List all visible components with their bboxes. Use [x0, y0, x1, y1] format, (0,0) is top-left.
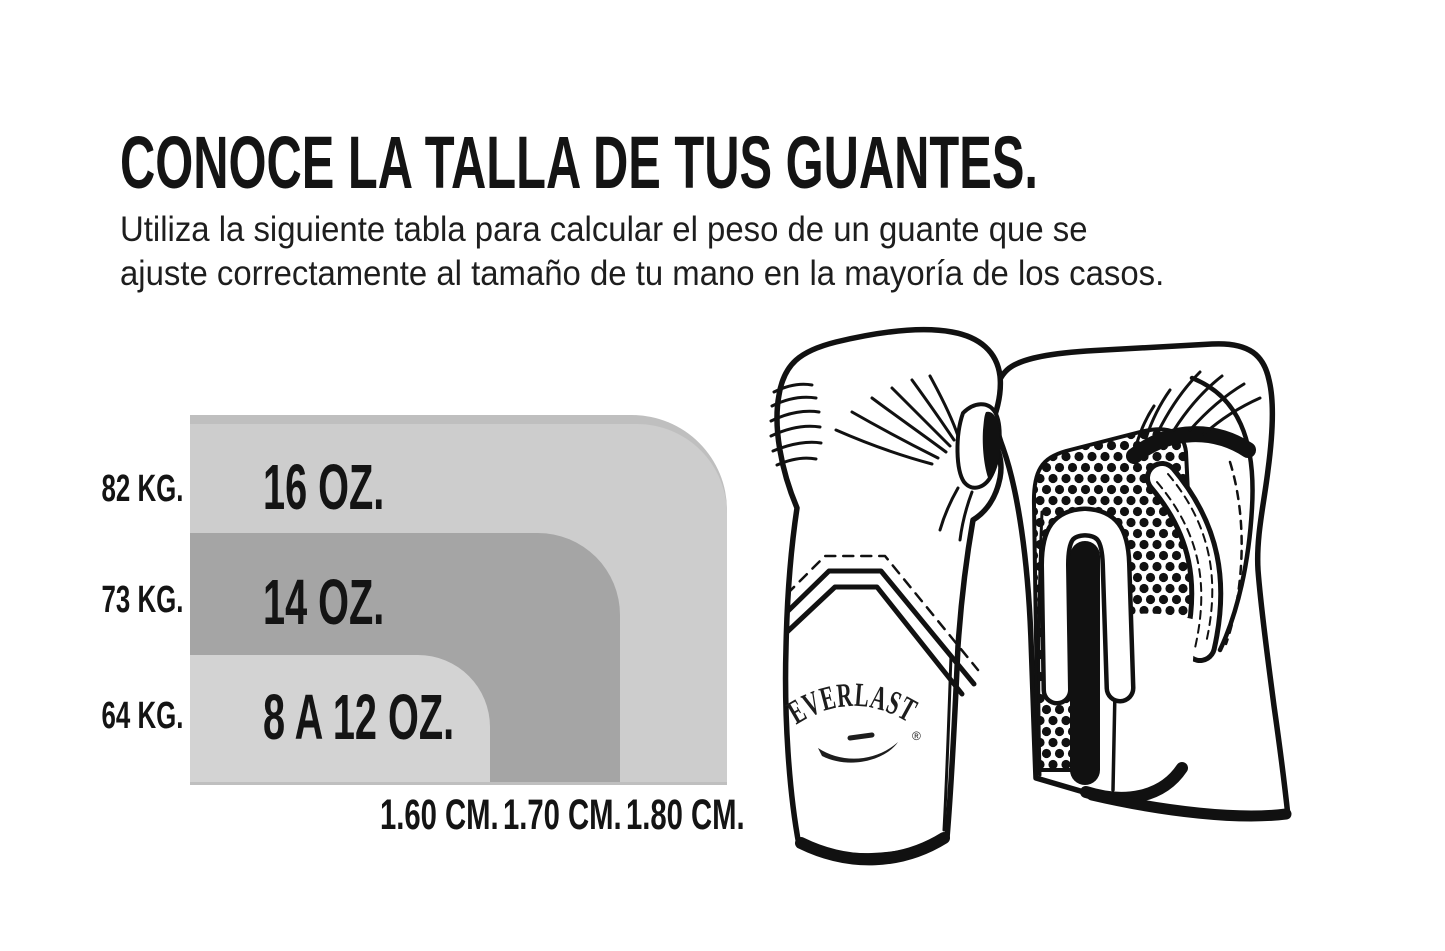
finger-crease-wedge	[1126, 426, 1256, 464]
glove-left-cuff-edge	[795, 832, 950, 866]
glove-left-inner-seam	[942, 653, 953, 832]
everlast-swoosh-tick	[847, 732, 875, 741]
glove-left: EVERLAST ®	[769, 326, 1004, 866]
glove-right-cuff-edge	[1086, 789, 1292, 822]
weight-label-82kg: 82 KG.	[101, 468, 183, 510]
stitch-hatch-thumb-side	[834, 374, 960, 466]
registered-mark: ®	[912, 729, 921, 743]
thumb-whiskers	[938, 486, 974, 542]
size-label-16oz: 16 OZ.	[263, 451, 385, 523]
subtitle-line-1: Utiliza la siguiente tabla para calcular…	[120, 210, 1088, 249]
page-title: CONOCE LA TALLA DE TUS GUANTES.	[120, 121, 1038, 204]
stitch-hatch-left-side	[769, 382, 823, 467]
thumb-side-seam	[1037, 510, 1044, 777]
size-label-14oz: 14 OZ.	[263, 566, 385, 638]
stitch-hatch-right-glove	[1134, 370, 1262, 448]
size-band-8-12oz	[190, 655, 490, 782]
chevron-line-lower	[784, 584, 965, 697]
weight-label-73kg: 73 KG.	[101, 579, 183, 621]
subtitle-line-2: ajuste correctamente al tamaño de tu man…	[120, 254, 1165, 293]
everlast-swoosh	[818, 742, 898, 763]
page-subtitle: Utiliza la siguiente tabla para calcular…	[120, 208, 1164, 296]
strap-stitch-left	[1156, 481, 1203, 649]
knuckle-pad-stitch	[1224, 460, 1243, 646]
strap-fill	[1150, 466, 1219, 658]
strap-stitch-right	[1167, 473, 1214, 644]
height-axis-label-180: 1.80 CM.	[626, 791, 745, 839]
weight-label-64kg: 64 KG.	[101, 695, 183, 737]
height-axis-label-170: 1.70 CM.	[503, 791, 622, 839]
chevron-line-upper	[784, 568, 977, 687]
chevron-stitch-dashed	[785, 554, 980, 672]
glove-left-body	[774, 326, 1004, 859]
thumb-loop-fill	[1044, 511, 1131, 701]
glove-right	[991, 341, 1292, 822]
thumb-crease-dark	[982, 411, 1001, 480]
height-axis-label-160: 1.60 CM.	[380, 791, 499, 839]
size-label-8-12oz: 8 A 12 OZ.	[263, 681, 455, 753]
